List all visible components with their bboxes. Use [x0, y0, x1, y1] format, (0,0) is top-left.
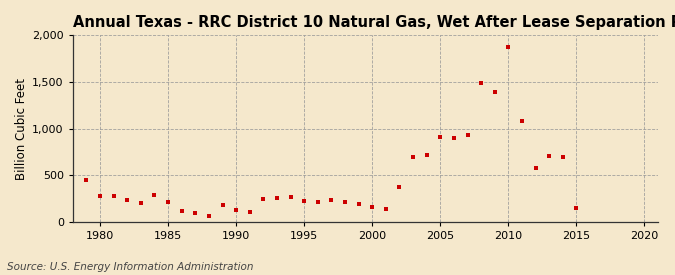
Text: Annual Texas - RRC District 10 Natural Gas, Wet After Lease Separation Reserves : Annual Texas - RRC District 10 Natural G…: [73, 15, 675, 30]
Text: Source: U.S. Energy Information Administration: Source: U.S. Energy Information Administ…: [7, 262, 253, 272]
Y-axis label: Billion Cubic Feet: Billion Cubic Feet: [15, 78, 28, 180]
